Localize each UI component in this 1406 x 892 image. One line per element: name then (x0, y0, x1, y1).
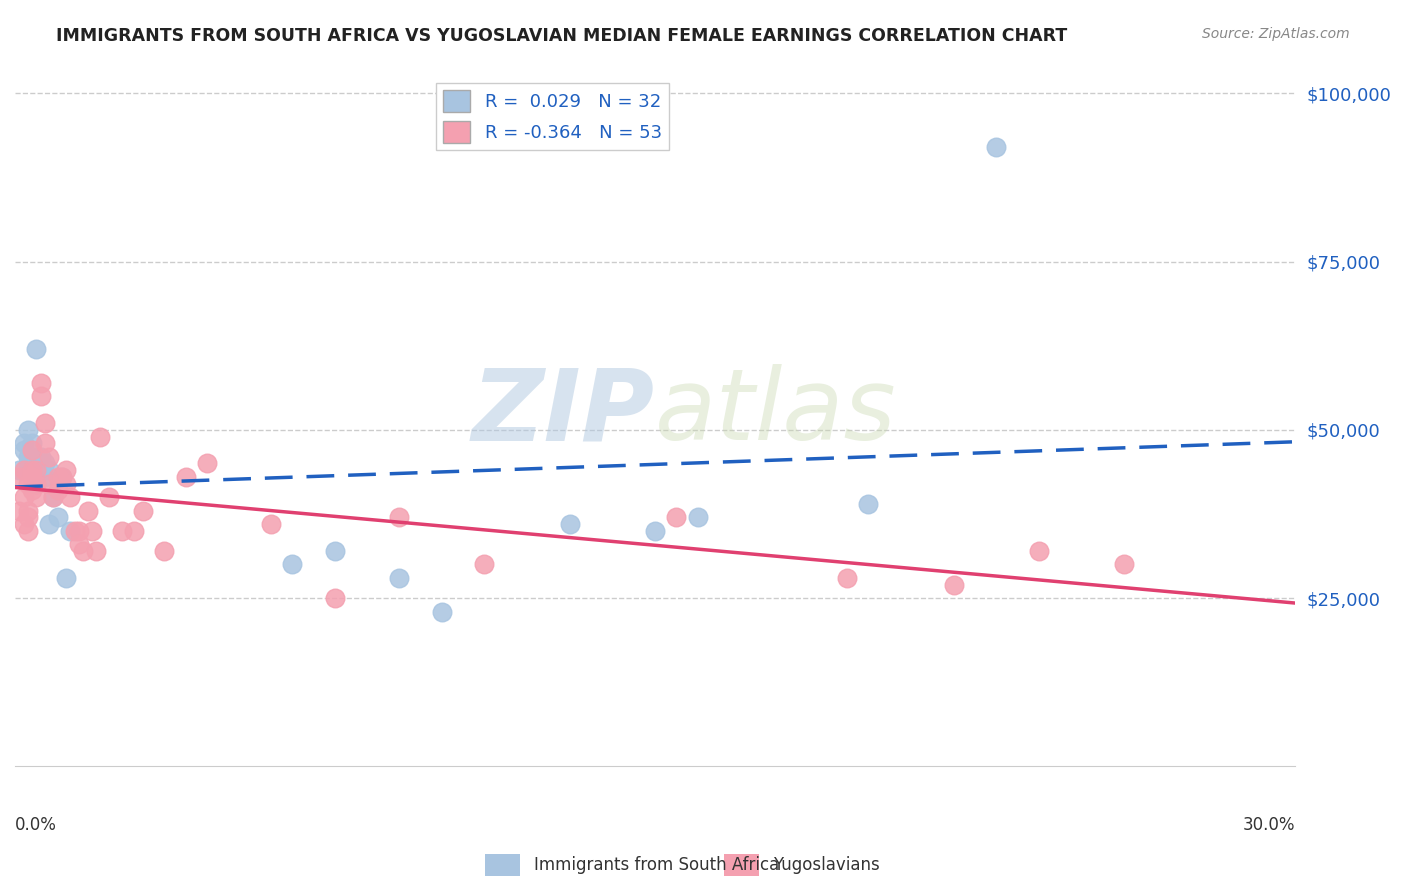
Point (8, 463, 31, 477)
Point (51, 470, 73, 484)
Point (76, 503, 98, 517)
Point (38, 450, 60, 464)
Text: Immigrants from South Africa: Immigrants from South Africa (534, 856, 779, 874)
Point (46, 470, 69, 484)
Point (59, 490, 82, 504)
Point (17, 524, 39, 538)
Point (89, 429, 111, 443)
Point (686, 510, 709, 524)
Legend: R =  0.029   N = 32, R = -0.364   N = 53: R = 0.029 N = 32, R = -0.364 N = 53 (436, 83, 669, 150)
Point (174, 470, 197, 484)
Point (17, 476, 39, 491)
Text: IMMIGRANTS FROM SOUTH AFRICA VS YUGOSLAVIAN MEDIAN FEMALE EARNINGS CORRELATION C: IMMIGRANTS FROM SOUTH AFRICA VS YUGOSLAV… (56, 27, 1067, 45)
Point (13, 436, 35, 450)
Point (17, 450, 39, 464)
Point (55, 463, 77, 477)
Point (67, 537, 90, 551)
Point (55, 476, 77, 491)
Point (858, 497, 880, 511)
Point (51, 470, 73, 484)
Point (80, 524, 103, 538)
Point (153, 544, 176, 558)
Text: 30.0%: 30.0% (1243, 816, 1295, 834)
Point (21, 463, 44, 477)
Point (942, 577, 965, 591)
Point (835, 571, 858, 585)
Point (72, 544, 94, 558)
Point (30, 389, 52, 403)
Point (558, 516, 581, 531)
Point (17, 457, 39, 471)
Point (21, 463, 44, 477)
Point (13, 463, 35, 477)
Point (644, 524, 666, 538)
Point (34, 416, 56, 430)
Point (17, 510, 39, 524)
Point (13, 442, 35, 457)
Point (30, 376, 52, 390)
Point (13, 490, 35, 504)
Point (21, 450, 44, 464)
Point (38, 476, 60, 491)
Point (388, 571, 411, 585)
Point (323, 544, 346, 558)
Point (67, 524, 90, 538)
Point (59, 524, 82, 538)
Point (17, 423, 39, 437)
Point (46, 483, 69, 498)
Point (46, 510, 69, 524)
Point (34, 457, 56, 471)
Point (132, 503, 155, 517)
Point (21, 483, 44, 498)
Point (25, 476, 48, 491)
Point (97, 490, 120, 504)
Point (17, 503, 39, 517)
Point (34, 436, 56, 450)
Point (38, 463, 60, 477)
Text: Source: ZipAtlas.com: Source: ZipAtlas.com (1202, 27, 1350, 41)
Point (986, 140, 1008, 154)
Point (323, 591, 346, 605)
Point (38, 516, 60, 531)
Point (42, 490, 65, 504)
Text: atlas: atlas (655, 365, 897, 461)
Point (260, 516, 283, 531)
Point (13, 516, 35, 531)
Point (63, 524, 86, 538)
Point (281, 558, 304, 572)
Point (21, 470, 44, 484)
Point (55, 571, 77, 585)
Point (430, 605, 453, 619)
Point (388, 510, 411, 524)
Point (25, 463, 48, 477)
Point (665, 510, 688, 524)
Text: 0.0%: 0.0% (15, 816, 56, 834)
Point (42, 490, 65, 504)
Point (195, 457, 218, 471)
Point (124, 524, 146, 538)
Text: Yugoslavians: Yugoslavians (773, 856, 880, 874)
Point (25, 476, 48, 491)
Point (111, 524, 134, 538)
Point (472, 558, 495, 572)
Text: ZIP: ZIP (472, 365, 655, 461)
Point (30, 450, 52, 464)
Point (8, 470, 31, 484)
Point (30, 463, 52, 477)
Point (1028, 544, 1050, 558)
Point (84, 544, 107, 558)
Point (8, 503, 31, 517)
Point (34, 470, 56, 484)
Point (25, 490, 48, 504)
Point (25, 470, 48, 484)
Point (25, 342, 48, 356)
Point (21, 442, 44, 457)
Point (1114, 558, 1136, 572)
Point (21, 436, 44, 450)
